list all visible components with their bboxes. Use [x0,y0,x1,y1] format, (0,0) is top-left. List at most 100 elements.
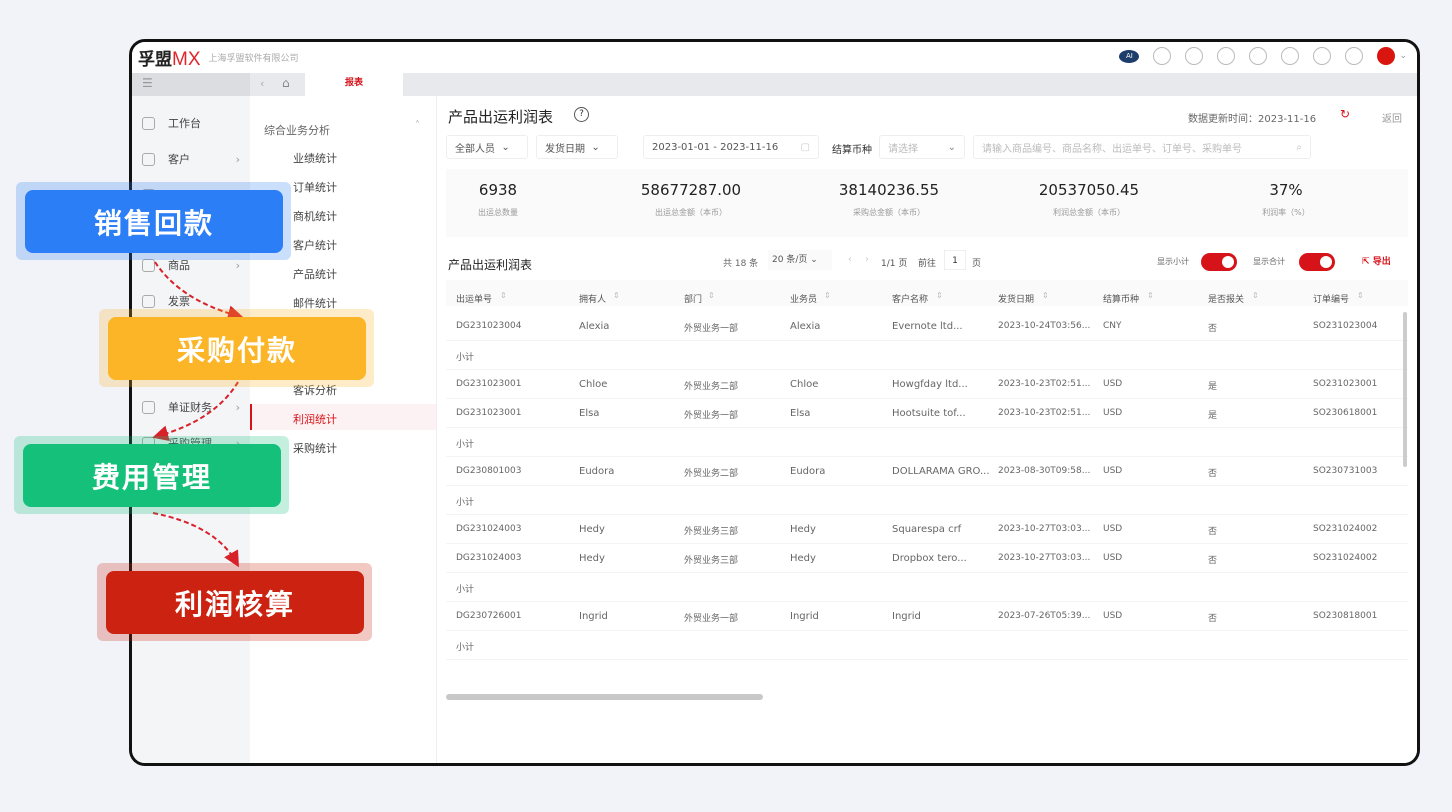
submenu-item[interactable]: 客诉分析 [293,384,337,397]
table-cell: 否 [1208,614,1218,624]
table-cell: 2023-10-27T03:03... [998,524,1091,534]
column-header[interactable]: 客户名称 [892,295,929,305]
apps-icon[interactable] [1185,47,1204,65]
table-cell: USD [1103,611,1123,621]
submenu-item[interactable]: 商机统计 [293,210,337,223]
download-icon[interactable] [1217,47,1236,65]
currency-select[interactable]: 请选择 ⌄ [879,135,965,159]
prev-page[interactable]: ‹ [848,254,852,265]
sidebar-item[interactable]: 发票 [142,293,240,309]
table-cell: Hedy [790,553,816,564]
avatar[interactable] [1377,47,1396,65]
sort-icon[interactable]: ⇕ [1042,291,1049,300]
sidebar-item[interactable]: 单证财务 › [142,399,240,415]
table-row[interactable] [446,341,1408,370]
submenu-item[interactable]: 客户统计 [293,239,337,252]
date-range-input[interactable]: 2023-01-01 - 2023-11-16 ▢ [643,135,819,159]
sort-icon[interactable]: ⇕ [1357,291,1364,300]
column-header[interactable]: 出运单号 [456,295,493,305]
table-cell: 外贸业务三部 [684,556,739,566]
page-indicator: 1/1 页 [881,259,908,269]
table-row[interactable] [446,515,1408,544]
table-row[interactable] [446,457,1408,486]
table-cell: 外贸业务一部 [684,324,739,334]
whatsapp-icon[interactable] [1249,47,1268,65]
table-row[interactable] [446,312,1408,341]
tab-reports[interactable]: 报表 [305,73,403,96]
table-cell: Ingrid [892,611,921,622]
table-row[interactable] [446,370,1408,399]
subtotal-toggle[interactable] [1201,253,1237,271]
tab-bar: ☰ ‹ ⌂ 报表 [132,73,1417,96]
next-page[interactable]: › [865,254,869,265]
help-icon[interactable] [1345,47,1364,65]
column-header[interactable]: 订单编号 [1313,295,1350,305]
table-row[interactable] [446,544,1408,573]
sort-icon[interactable]: ⇕ [936,291,943,300]
table-row[interactable] [446,602,1408,631]
sort-icon[interactable]: ⇕ [824,291,831,300]
column-header[interactable]: 部门 [684,295,703,305]
sort-icon[interactable]: ⇕ [1147,291,1154,300]
back-icon[interactable]: ‹ [260,77,265,90]
box-icon [142,258,155,272]
home-icon[interactable]: ⌂ [282,76,290,90]
table-cell: Ingrid [579,611,608,622]
submenu-item[interactable]: 采购统计 [293,442,337,455]
back-button[interactable]: 返回 [1382,114,1402,125]
table-cell: DG231024003 [456,553,522,563]
chevron-down-icon[interactable]: ⌄ [1399,51,1407,61]
page-unit: 页 [972,259,982,269]
bell-icon[interactable] [1313,47,1332,65]
table-cell: Hedy [579,553,605,564]
sidebar-item[interactable]: 工作台 [142,115,240,131]
submenu-item[interactable]: 订单统计 [293,181,337,194]
list-icon[interactable] [1281,47,1300,65]
table-cell: SO230618001 [1313,408,1378,418]
menu-toggle[interactable]: ☰ [132,73,250,96]
column-header[interactable]: 是否报关 [1208,295,1245,305]
total-toggle[interactable] [1299,253,1335,271]
sort-icon[interactable]: ⇕ [1252,291,1259,300]
sort-icon[interactable]: ⇕ [708,291,715,300]
ai-icon[interactable]: AI [1119,49,1140,63]
table-row[interactable] [446,399,1408,428]
page-size-select[interactable]: 20 条/页 ⌄ [768,250,832,270]
sidebar-item[interactable]: 商品 › [142,257,240,273]
submenu-item[interactable]: 利润统计 [293,413,337,426]
table-row[interactable] [446,428,1408,457]
horizontal-scrollbar[interactable] [446,694,763,700]
column-header[interactable]: 拥有人 [579,295,607,305]
search-input[interactable]: 请输入商品编号、商品名称、出运单号、订单号、采购单号 ⌕ [973,135,1311,159]
stat-card: 38140236.55 采购总金额（本币） [789,181,989,218]
stat-value: 6938 [478,181,518,199]
submenu-group[interactable]: 综合业务分析 [264,124,330,137]
help-icon[interactable]: ? [574,107,589,122]
table-cell: Squarespa crf [892,524,962,535]
sort-icon[interactable]: ⇕ [613,291,620,300]
stat-label: 利润总金额（本币） [1053,208,1125,217]
table-row[interactable] [446,486,1408,515]
table-cell: 2023-10-23T02:51... [998,379,1091,389]
submenu-item[interactable]: 产品统计 [293,268,337,281]
headset-icon[interactable] [1153,47,1172,65]
table-row[interactable] [446,631,1408,660]
column-header[interactable]: 结算币种 [1103,295,1140,305]
people-select[interactable]: 全部人员 ⌄ [446,135,528,159]
date-type-select[interactable]: 发货日期 ⌄ [536,135,618,159]
table-cell: DG231024003 [456,524,522,534]
export-button[interactable]: ⇱ 导出 [1362,257,1391,267]
table-cell: Chloe [790,379,819,390]
submenu-item[interactable]: 邮件统计 [293,297,337,310]
chevron-up-icon[interactable]: ˄ [415,120,420,131]
column-header[interactable]: 发货日期 [998,295,1035,305]
sort-icon[interactable]: ⇕ [500,291,507,300]
goto-page-input[interactable]: 1 [944,250,966,270]
table-row[interactable] [446,573,1408,602]
column-header[interactable]: 业务员 [790,295,818,305]
refresh-icon[interactable]: ↻ [1340,107,1351,121]
sidebar-item[interactable]: 客户 › [142,151,240,167]
vertical-scrollbar[interactable] [1403,312,1407,467]
table-cell: Hedy [790,524,816,535]
submenu-item[interactable]: 业绩统计 [293,152,337,165]
